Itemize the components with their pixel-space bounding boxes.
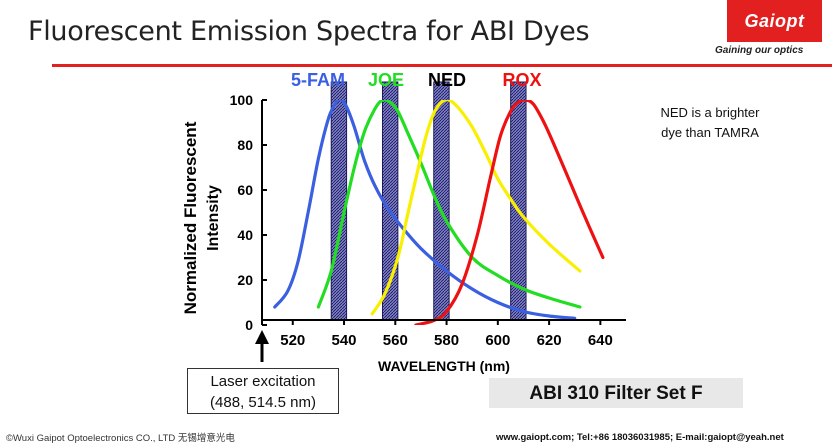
footer-copyright: ©Wuxi Gaipot Optoelectronics CO., LTD 无锡… bbox=[6, 433, 235, 444]
y-axis-title-line1: Normalized Fluorescent bbox=[181, 121, 200, 314]
series-line-joe bbox=[316, 100, 582, 309]
series-line-ned bbox=[370, 100, 582, 316]
y-tick-label: 100 bbox=[230, 92, 254, 108]
x-tick-label: 600 bbox=[485, 332, 510, 349]
series-line-5-fam bbox=[273, 100, 577, 320]
laser-line1: Laser excitation bbox=[210, 373, 316, 390]
x-tick-label: 520 bbox=[280, 332, 305, 349]
y-tick-label: 60 bbox=[237, 182, 253, 198]
y-tick-label: 40 bbox=[237, 227, 253, 243]
y-axis-title-line2: Intensity bbox=[205, 185, 222, 251]
filter-set-label: ABI 310 Filter Set F bbox=[489, 378, 743, 408]
legend-label-5-fam: 5-FAM bbox=[291, 70, 345, 90]
title-divider bbox=[52, 64, 832, 67]
ned-note: NED is a brighter dye than TAMRA bbox=[640, 103, 780, 143]
filter-band-5-fam bbox=[330, 81, 348, 321]
x-tick-label: 580 bbox=[434, 332, 459, 349]
y-tick-label: 0 bbox=[245, 317, 253, 333]
y-tick-label: 20 bbox=[237, 272, 253, 288]
x-tick-label: 560 bbox=[383, 332, 408, 349]
brand-tagline: Gaining our optics bbox=[715, 45, 804, 56]
x-tick-label: 540 bbox=[332, 332, 357, 349]
footer-contact: www.gaiopt.com; Tel:+86 18036031985; E-m… bbox=[496, 432, 784, 443]
laser-arrow-head bbox=[255, 330, 269, 344]
laser-excitation-box: Laser excitation (488, 514.5 nm) bbox=[187, 368, 339, 414]
brand-logo: Gaiopt bbox=[727, 0, 822, 42]
x-tick-label: 640 bbox=[588, 332, 613, 349]
x-axis-title: WAVELENGTH (nm) bbox=[378, 358, 510, 374]
legend-label-rox: ROX bbox=[502, 70, 541, 90]
laser-line2: (488, 514.5 nm) bbox=[210, 394, 316, 411]
legend-label-joe: JOE bbox=[368, 70, 404, 90]
series-line-rox bbox=[414, 100, 605, 325]
y-tick-label: 80 bbox=[237, 137, 253, 153]
x-tick-label: 620 bbox=[537, 332, 562, 349]
ned-note-line2: dye than TAMRA bbox=[661, 125, 759, 140]
page-title: Fluorescent Emission Spectra for ABI Dye… bbox=[28, 16, 590, 47]
legend-label-ned: NED bbox=[428, 70, 466, 90]
ned-note-line1: NED is a brighter bbox=[660, 105, 760, 120]
